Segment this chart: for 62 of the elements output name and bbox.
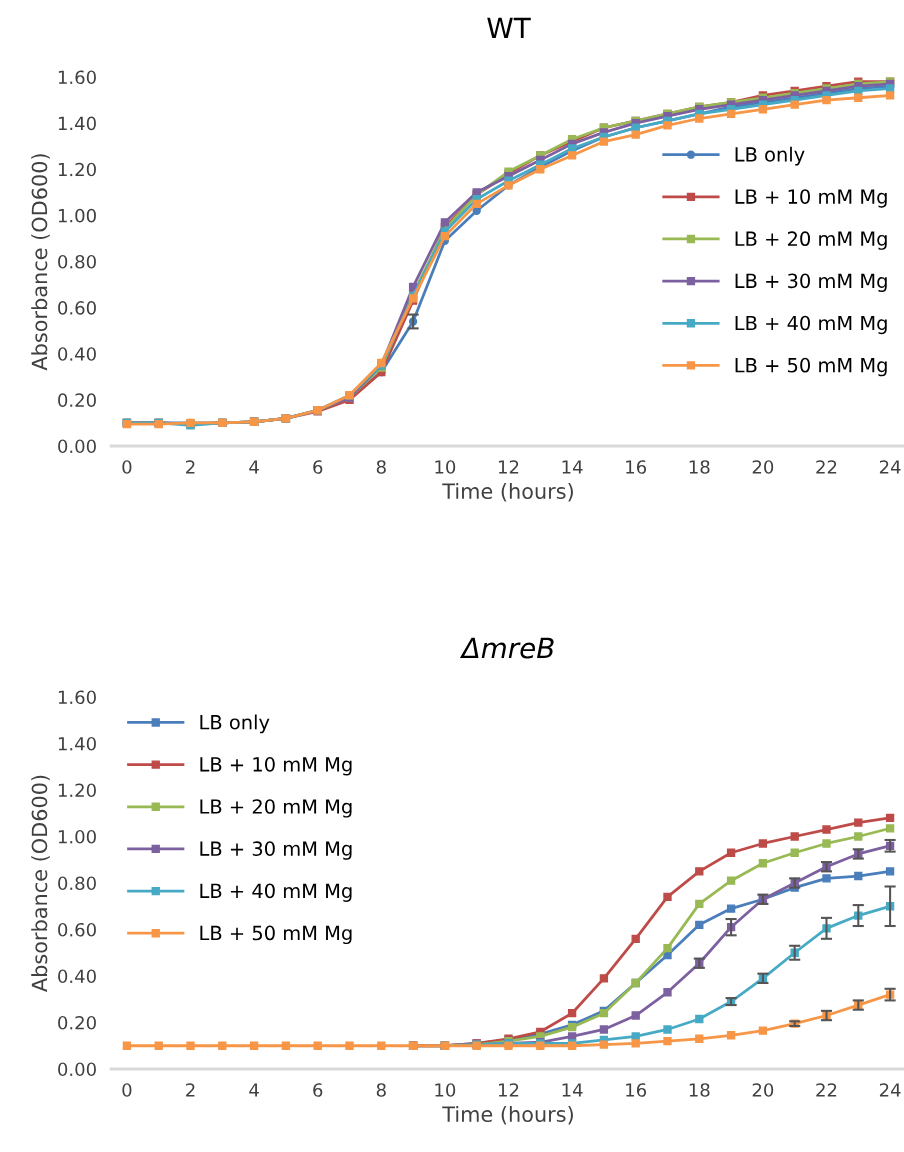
x-axis-title: Time (hours) — [442, 1105, 573, 1125]
x-tick-label: 18 — [689, 1083, 710, 1097]
x-tick-label: 24 — [879, 460, 901, 474]
x-tick-label: 14 — [562, 1083, 583, 1097]
legend-label: LB only — [200, 714, 270, 734]
x-tick-label: 8 — [376, 1083, 386, 1097]
x-tick-label: 4 — [249, 460, 259, 474]
x-tick-label: 24 — [879, 1083, 901, 1097]
legend-label: LB + 20 mM Mg — [735, 231, 887, 250]
x-tick-label: 2 — [186, 1083, 195, 1097]
y-tick-label: 0.20 — [58, 1015, 96, 1030]
y-tick-label: 1.40 — [58, 116, 96, 131]
x-tick-label: 8 — [376, 460, 386, 474]
y-tick-label: 1.20 — [58, 162, 96, 177]
legend-label: LB + 10 mM Mg — [200, 757, 352, 776]
y-tick-label: 1.20 — [58, 783, 96, 798]
legend-label: LB only — [735, 146, 805, 166]
legend-label: LB + 10 mM Mg — [735, 189, 887, 208]
y-tick-label: 0.80 — [58, 876, 96, 891]
x-tick-label: 10 — [435, 1083, 456, 1097]
x-tick-label: 0 — [122, 460, 132, 474]
y-tick-label: 0.40 — [58, 347, 96, 361]
x-tick-label: 20 — [752, 1083, 774, 1097]
legend-label: LB + 40 mM Mg — [735, 315, 887, 335]
x-axis-title: Time (hours) — [442, 482, 573, 502]
y-axis-title: Absorbance (OD600) — [31, 775, 50, 992]
x-tick-label: 6 — [313, 460, 323, 474]
legend-label: LB + 20 mM Mg — [200, 799, 352, 818]
y-tick-label: 1.40 — [58, 736, 96, 751]
x-tick-label: 20 — [752, 460, 774, 474]
y-axis-title: Absorbance (OD600) — [31, 154, 50, 371]
y-tick-label: 1.60 — [58, 690, 96, 705]
chart-title: ΔmreB — [459, 637, 554, 659]
y-tick-label: 0.60 — [58, 301, 96, 315]
legend-label: LB + 30 mM Mg — [200, 841, 352, 860]
y-tick-label: 0.60 — [58, 922, 96, 937]
legend-label: LB + 40 mM Mg — [200, 883, 352, 902]
x-tick-label: 16 — [626, 1083, 647, 1097]
x-tick-label: 12 — [499, 460, 519, 474]
x-tick-label: 14 — [562, 460, 583, 474]
x-tick-label: 2 — [186, 460, 195, 474]
x-tick-label: 6 — [313, 1083, 323, 1097]
y-tick-label: 1.00 — [58, 829, 96, 844]
x-tick-label: 22 — [816, 460, 837, 474]
y-tick-label: 0.00 — [58, 439, 96, 454]
x-tick-label: 12 — [499, 1083, 519, 1097]
legend-label: LB + 50 mM Mg — [200, 925, 352, 945]
legend-label: LB + 30 mM Mg — [735, 273, 887, 292]
y-tick-label: 1.60 — [58, 70, 96, 85]
x-tick-label: 16 — [626, 460, 647, 474]
x-tick-label: 18 — [689, 460, 710, 474]
y-tick-label: 0.20 — [58, 393, 96, 407]
x-tick-label: 10 — [435, 460, 456, 474]
y-tick-label: 1.00 — [58, 208, 96, 223]
chart-title: WT — [487, 17, 531, 39]
legend-label: LB + 50 mM Mg — [735, 357, 887, 377]
x-tick-label: 4 — [249, 1083, 259, 1097]
y-tick-label: 0.00 — [58, 1062, 96, 1077]
x-tick-label: 0 — [122, 1083, 132, 1097]
y-tick-label: 0.40 — [58, 969, 96, 984]
y-tick-label: 0.80 — [58, 254, 96, 269]
x-tick-label: 22 — [816, 1083, 837, 1097]
